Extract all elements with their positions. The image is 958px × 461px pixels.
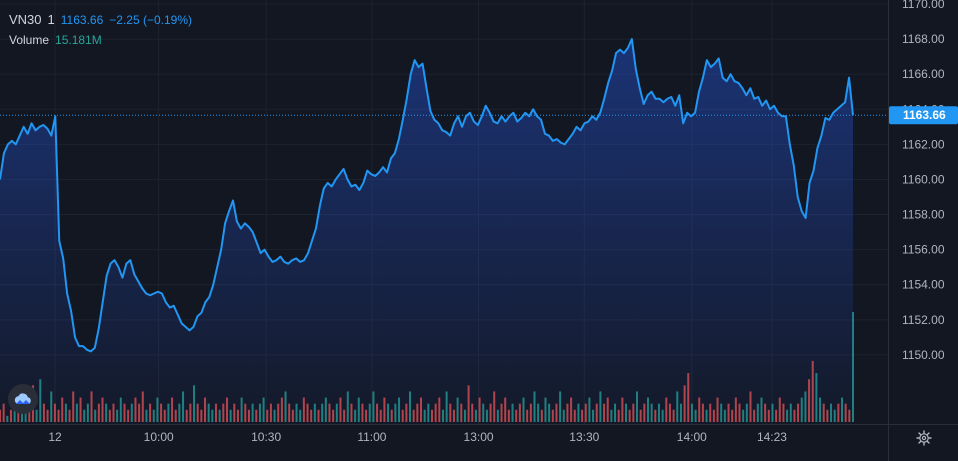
x-tick-label: 13:00 [464, 430, 494, 444]
legend-volume-row: Volume 15.181M [9, 30, 192, 50]
last-price-tag [889, 106, 958, 125]
last-price-label: 1163.66 [903, 108, 946, 122]
symbol-name[interactable]: VN30 [9, 12, 42, 27]
price-value: 1163.66 [60, 13, 104, 27]
y-tick-label: 1166.00 [902, 67, 945, 81]
x-tick-label: 11:00 [357, 430, 386, 444]
x-tick-label: 14:00 [677, 430, 707, 444]
x-tick-label: 10:30 [251, 430, 281, 444]
y-tick-label: 1152.00 [902, 313, 945, 327]
y-tick-label: 1150.00 [902, 348, 945, 362]
y-tick-label: 1162.00 [902, 137, 945, 151]
x-tick-label: 13:30 [569, 430, 599, 444]
y-tick-label: 1160.00 [902, 172, 945, 186]
y-tick-label: 1168.00 [902, 32, 945, 46]
cloud-logo-icon[interactable] [8, 384, 38, 414]
x-tick-label: 12 [48, 430, 62, 444]
volume-label[interactable]: Volume [9, 33, 50, 47]
x-tick-label: 10:00 [144, 430, 174, 444]
chart-legend: VN30 1 1163.66 −2.25 (−0.19%) Volume 15.… [9, 10, 192, 50]
gear-icon[interactable] [914, 428, 934, 448]
price-change: −2.25 (−0.19%) [109, 13, 192, 27]
legend-symbol-row: VN30 1 1163.66 −2.25 (−0.19%) [9, 10, 192, 30]
interval-label: 1 [47, 12, 55, 27]
y-tick-label: 1156.00 [902, 243, 945, 257]
y-tick-label: 1154.00 [902, 278, 945, 292]
y-tick-label: 1158.00 [902, 208, 945, 222]
price-line [0, 38, 854, 353]
volume-value: 15.181M [55, 33, 102, 47]
y-tick-label: 1170.00 [902, 0, 945, 11]
x-tick-label: 14:23 [757, 430, 787, 444]
price-area-fill [0, 39, 853, 425]
